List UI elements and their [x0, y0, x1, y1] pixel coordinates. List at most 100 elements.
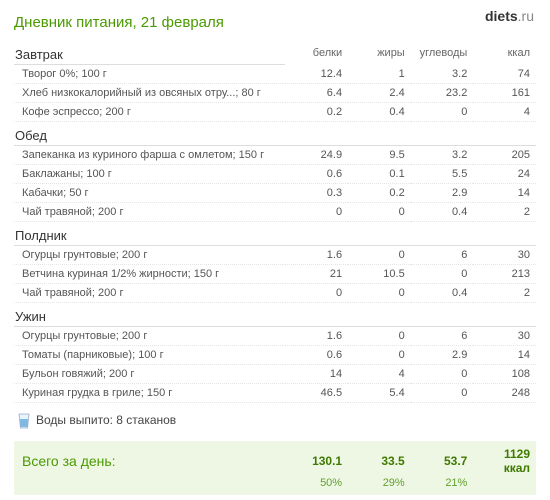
- food-row: Огурцы грунтовые; 200 г1.60630: [14, 327, 536, 346]
- food-kcal: 14: [473, 346, 536, 365]
- food-carbs: 3.2: [411, 146, 474, 165]
- food-carbs: 5.5: [411, 165, 474, 184]
- food-fat: 10.5: [348, 265, 411, 284]
- food-row: Томаты (парниковые); 100 г0.602.914: [14, 346, 536, 365]
- food-name: Запеканка из куриного фарша с омлетом; 1…: [14, 146, 285, 165]
- food-name: Баклажаны; 100 г: [14, 165, 285, 184]
- food-name: Творог 0%; 100 г: [14, 65, 285, 84]
- totals-protein: 130.1: [285, 441, 348, 477]
- water-row: Воды выпито: 8 стаканов: [14, 403, 536, 438]
- food-kcal: 4: [473, 103, 536, 122]
- food-protein: 0: [285, 203, 348, 222]
- food-name: Бульон говяжий; 200 г: [14, 365, 285, 384]
- totals-table: Всего за день: 130.1 33.5 53.7 1129 ккал…: [14, 441, 536, 495]
- food-fat: 2.4: [348, 84, 411, 103]
- food-name: Чай травяной; 200 г: [14, 203, 285, 222]
- food-fat: 0: [348, 284, 411, 303]
- col-carbs: углеводы: [411, 41, 474, 65]
- food-row: Бульон говяжий; 200 г1440108: [14, 365, 536, 384]
- food-row: Запеканка из куриного фарша с омлетом; 1…: [14, 146, 536, 165]
- food-name: Кабачки; 50 г: [14, 184, 285, 203]
- food-diary-table: ЗавтракбелкижирыуглеводыккалТворог 0%; 1…: [14, 41, 536, 437]
- food-name: Хлеб низкокалорийный из овсяных отру...;…: [14, 84, 285, 103]
- food-protein: 0.6: [285, 346, 348, 365]
- totals-fat: 33.5: [348, 441, 411, 477]
- meal-name: Завтрак: [14, 41, 285, 65]
- food-fat: 0: [348, 346, 411, 365]
- water-label: Воды выпито: 8 стаканов: [36, 413, 176, 427]
- food-row: Ветчина куриная 1/2% жирности; 150 г2110…: [14, 265, 536, 284]
- food-carbs: 0: [411, 384, 474, 403]
- food-carbs: 23.2: [411, 84, 474, 103]
- meal-name: Ужин: [14, 303, 285, 327]
- food-kcal: 161: [473, 84, 536, 103]
- food-kcal: 24: [473, 165, 536, 184]
- food-name: Огурцы грунтовые; 200 г: [14, 246, 285, 265]
- food-protein: 6.4: [285, 84, 348, 103]
- food-row: Огурцы грунтовые; 200 г1.60630: [14, 246, 536, 265]
- food-protein: 1.6: [285, 246, 348, 265]
- meal-header: Полдник: [14, 222, 536, 246]
- food-name: Куриная грудка в гриле; 150 г: [14, 384, 285, 403]
- food-fat: 4: [348, 365, 411, 384]
- totals-kcal: 1129 ккал: [473, 441, 536, 477]
- food-protein: 12.4: [285, 65, 348, 84]
- food-row: Куриная грудка в гриле; 150 г46.55.40248: [14, 384, 536, 403]
- food-row: Кофе эспрессо; 200 г0.20.404: [14, 103, 536, 122]
- totals-label: Всего за день:: [14, 441, 285, 477]
- meal-name: Полдник: [14, 222, 285, 246]
- food-row: Творог 0%; 100 г12.413.274: [14, 65, 536, 84]
- food-protein: 0: [285, 284, 348, 303]
- meal-header: Обед: [14, 122, 536, 146]
- col-fat: жиры: [348, 41, 411, 65]
- water-glass-icon: [18, 413, 30, 429]
- food-carbs: 2.9: [411, 184, 474, 203]
- food-row: Чай травяной; 200 г000.42: [14, 284, 536, 303]
- food-carbs: 0: [411, 365, 474, 384]
- food-carbs: 0: [411, 103, 474, 122]
- food-kcal: 30: [473, 246, 536, 265]
- food-protein: 1.6: [285, 327, 348, 346]
- totals-carbs-pct: 21%: [411, 477, 474, 495]
- food-carbs: 0.4: [411, 284, 474, 303]
- food-kcal: 74: [473, 65, 536, 84]
- food-fat: 0: [348, 246, 411, 265]
- food-carbs: 2.9: [411, 346, 474, 365]
- meal-header: Завтракбелкижирыуглеводыккал: [14, 41, 536, 65]
- food-carbs: 0.4: [411, 203, 474, 222]
- food-row: Хлеб низкокалорийный из овсяных отру...;…: [14, 84, 536, 103]
- food-kcal: 30: [473, 327, 536, 346]
- food-protein: 46.5: [285, 384, 348, 403]
- col-kcal: ккал: [473, 41, 536, 65]
- totals-fat-pct: 29%: [348, 477, 411, 495]
- food-name: Томаты (парниковые); 100 г: [14, 346, 285, 365]
- food-name: Кофе эспрессо; 200 г: [14, 103, 285, 122]
- food-fat: 5.4: [348, 384, 411, 403]
- food-kcal: 14: [473, 184, 536, 203]
- food-fat: 0.2: [348, 184, 411, 203]
- meal-header: Ужин: [14, 303, 536, 327]
- food-name: Чай травяной; 200 г: [14, 284, 285, 303]
- food-row: Баклажаны; 100 г0.60.15.524: [14, 165, 536, 184]
- food-carbs: 3.2: [411, 65, 474, 84]
- food-kcal: 213: [473, 265, 536, 284]
- food-kcal: 108: [473, 365, 536, 384]
- meal-name: Обед: [14, 122, 285, 146]
- food-kcal: 2: [473, 203, 536, 222]
- food-fat: 0.4: [348, 103, 411, 122]
- food-protein: 21: [285, 265, 348, 284]
- food-protein: 24.9: [285, 146, 348, 165]
- food-carbs: 6: [411, 246, 474, 265]
- food-kcal: 205: [473, 146, 536, 165]
- totals-carbs: 53.7: [411, 441, 474, 477]
- food-fat: 0: [348, 203, 411, 222]
- brand-logo: diets.ru: [485, 8, 534, 24]
- food-name: Ветчина куриная 1/2% жирности; 150 г: [14, 265, 285, 284]
- food-carbs: 6: [411, 327, 474, 346]
- page-title: Дневник питания, 21 февраля: [14, 14, 536, 31]
- food-protein: 14: [285, 365, 348, 384]
- totals-protein-pct: 50%: [285, 477, 348, 495]
- food-row: Кабачки; 50 г0.30.22.914: [14, 184, 536, 203]
- food-fat: 1: [348, 65, 411, 84]
- food-fat: 9.5: [348, 146, 411, 165]
